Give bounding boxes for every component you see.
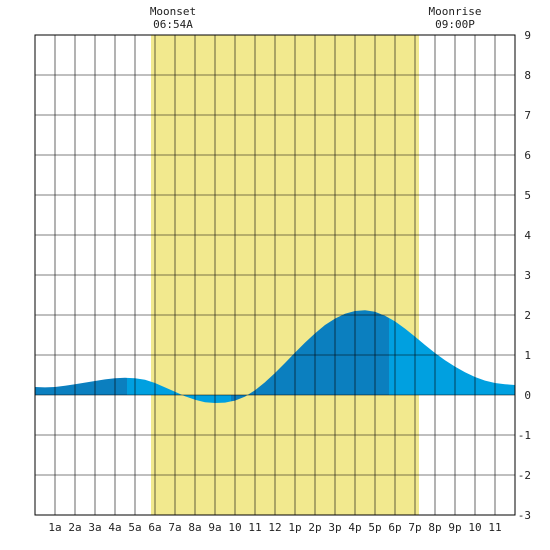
falling-tide-area [389, 318, 515, 395]
moonrise-label: Moonrise [429, 5, 482, 18]
x-tick-label: 2a [68, 521, 81, 534]
moonset-label: Moonset [150, 5, 196, 18]
x-tick-label: 9p [448, 521, 461, 534]
rising-tide-area [231, 310, 389, 402]
x-tick-label: 1p [288, 521, 301, 534]
x-tick-label: 10 [228, 521, 241, 534]
rising-tide-area [35, 377, 127, 395]
x-tick-label: 3p [328, 521, 341, 534]
y-tick-label: -1 [518, 429, 531, 442]
grid-lines [35, 35, 515, 515]
y-tick-label: 5 [524, 189, 531, 202]
x-tick-label: 4p [348, 521, 361, 534]
x-tick-label: 12 [268, 521, 281, 534]
y-tick-label: 9 [524, 29, 531, 42]
moonset-time: 06:54A [153, 18, 193, 31]
y-tick-label: 3 [524, 269, 531, 282]
x-tick-label: 7p [408, 521, 421, 534]
x-tick-label: 1a [48, 521, 61, 534]
x-tick-label: 8a [188, 521, 201, 534]
moonrise-time: 09:00P [435, 18, 475, 31]
y-tick-label: 1 [524, 349, 531, 362]
y-tick-label: 0 [524, 389, 531, 402]
x-tick-label: 8p [428, 521, 441, 534]
y-tick-label: 6 [524, 149, 531, 162]
x-tick-label: 2p [308, 521, 321, 534]
plot-border [34, 34, 516, 516]
y-tick-label: -3 [518, 509, 531, 522]
y-tick-label: 8 [524, 69, 531, 82]
x-axis-labels: 1a 2a 3a 4a 5a 6a 7a 8a 9a 10 11 12 1p 2p 3p 4p 5p 6p 7p 8p… [48, 521, 501, 534]
x-tick-label: 3a [88, 521, 101, 534]
x-tick-label: 11 [248, 521, 261, 534]
x-tick-label: 10 [468, 521, 481, 534]
y-tick-label: 4 [524, 229, 531, 242]
x-tick-label: 6p [388, 521, 401, 534]
falling-tide-area [127, 377, 231, 403]
x-tick-label: 5p [368, 521, 381, 534]
x-tick-label: 7a [168, 521, 181, 534]
tide-fill-group [35, 310, 515, 403]
x-tick-label: 9a [208, 521, 221, 534]
y-axis-labels: -3 -2 -1 0 1 2 3 4 5 6 7 8 9 [518, 29, 532, 522]
y-tick-label: 7 [524, 109, 531, 122]
x-tick-label: 5a [128, 521, 141, 534]
y-tick-label: -2 [518, 469, 531, 482]
x-tick-label: 4a [108, 521, 121, 534]
y-tick-label: 2 [524, 309, 531, 322]
x-tick-label: 6a [148, 521, 161, 534]
x-tick-label: 11 [488, 521, 501, 534]
